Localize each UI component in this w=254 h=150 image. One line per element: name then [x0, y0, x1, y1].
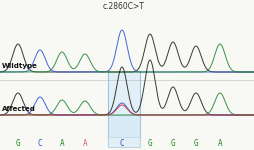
- Text: Affected: Affected: [2, 106, 36, 112]
- Text: c.2860C>T: c.2860C>T: [103, 2, 145, 11]
- Text: A: A: [218, 140, 222, 148]
- Text: A: A: [60, 140, 64, 148]
- Text: A: A: [83, 140, 87, 148]
- Text: G: G: [148, 140, 152, 148]
- Text: G: G: [16, 140, 20, 148]
- Text: C: C: [120, 140, 124, 148]
- Bar: [108, 72, 140, 137]
- Text: C: C: [38, 140, 42, 148]
- Bar: [108, 115, 140, 147]
- Text: G: G: [194, 140, 198, 148]
- Text: G: G: [171, 140, 175, 148]
- Text: Wildtype: Wildtype: [2, 63, 38, 69]
